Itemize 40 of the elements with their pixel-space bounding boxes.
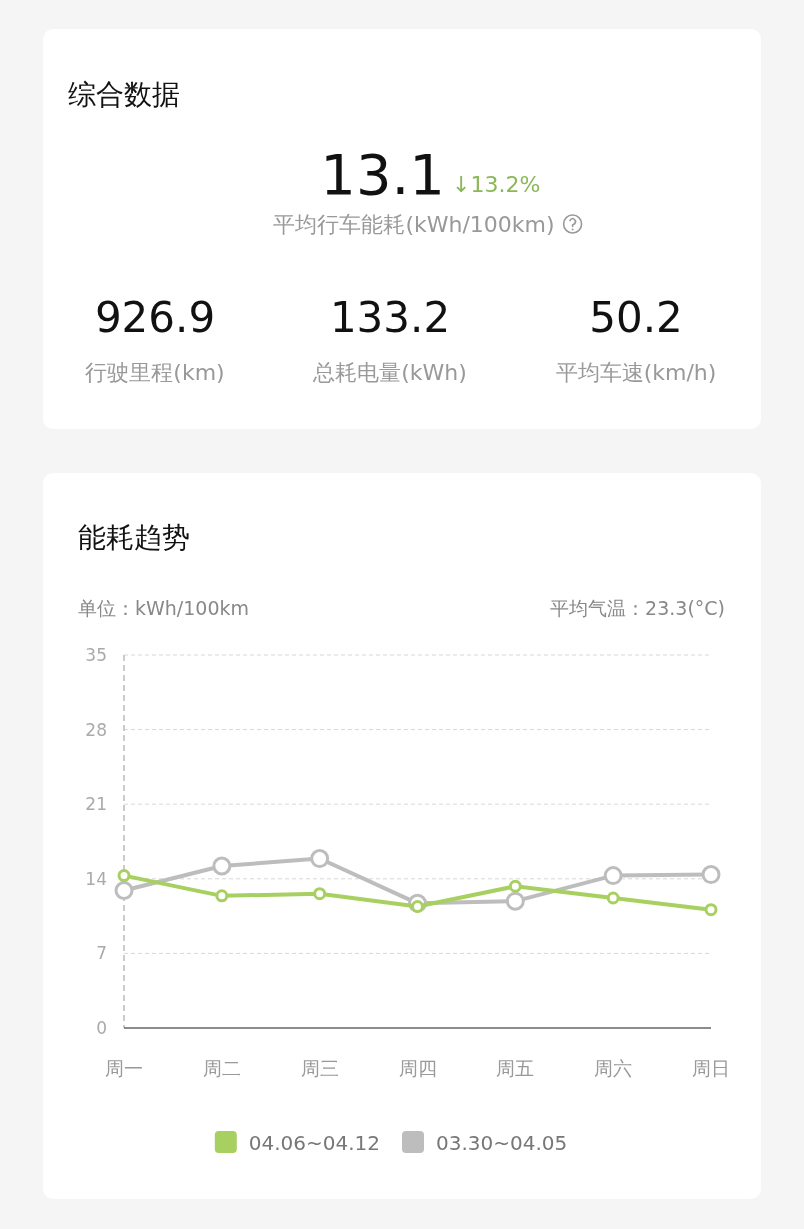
y-axis-title: 单位：kWh/100km xyxy=(78,597,250,619)
point xyxy=(212,856,232,876)
chart-title: 能耗趋势 xyxy=(78,521,190,554)
x-tick-label: 周五 xyxy=(496,1057,535,1079)
point xyxy=(310,849,330,869)
y-tick-label: 7 xyxy=(96,943,107,964)
text: 133.2 xyxy=(329,293,451,342)
y-tick-label: 14 xyxy=(85,868,107,889)
y-tick-label: 0 xyxy=(96,1018,107,1038)
text: 平均行车能耗(kWh/100km) xyxy=(273,212,555,237)
point xyxy=(505,891,525,911)
text: 13.1 xyxy=(320,142,445,207)
legend-label: 03.30~04.05 xyxy=(436,1131,568,1155)
x-tick-label: 周六 xyxy=(594,1057,633,1079)
x-tick-label: 周二 xyxy=(202,1057,241,1079)
x-tick-label: 周日 xyxy=(692,1057,730,1079)
point xyxy=(117,869,131,883)
text: 50.2 xyxy=(589,293,683,342)
text: 综合数据 xyxy=(68,78,180,111)
text: 平均气温：23.3(°C) xyxy=(550,597,725,619)
x-tick-label: 周四 xyxy=(398,1057,437,1079)
text: ↓13.2% xyxy=(452,172,541,197)
text: 总耗电量(kWh) xyxy=(312,360,467,385)
point xyxy=(114,881,134,901)
point xyxy=(606,891,620,905)
point xyxy=(313,887,327,901)
x-tick-label: 周一 xyxy=(105,1057,143,1079)
text: 平均车速(km/h) xyxy=(555,360,717,385)
point xyxy=(603,866,623,886)
text: 行驶里程(km) xyxy=(85,360,225,385)
y-tick-label: 28 xyxy=(85,719,107,740)
x-tick-label: 周三 xyxy=(300,1057,339,1079)
point xyxy=(215,889,229,903)
text: 926.9 xyxy=(94,293,216,342)
legend-label: 04.06~04.12 xyxy=(248,1131,381,1155)
y-tick-label: 21 xyxy=(85,794,107,815)
point xyxy=(508,879,522,893)
point xyxy=(704,903,718,917)
y-tick-label: 35 xyxy=(85,645,107,665)
point xyxy=(701,865,721,885)
